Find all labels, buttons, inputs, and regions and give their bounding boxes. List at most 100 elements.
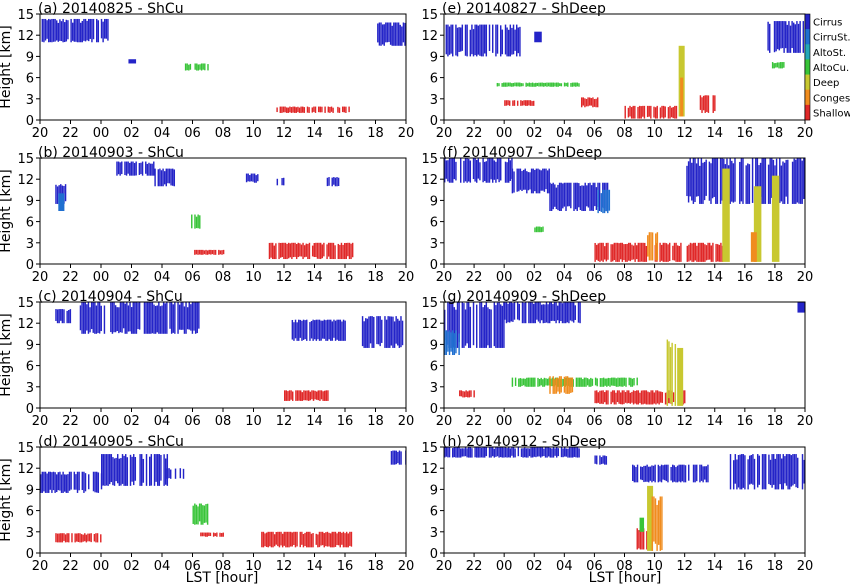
cloud-cell xyxy=(751,158,754,203)
cloud-cell xyxy=(563,82,566,87)
cloud-cell xyxy=(214,249,217,255)
cloud-cell xyxy=(129,162,131,176)
x-tick-label: 02 xyxy=(123,414,140,429)
cloud-cell xyxy=(519,168,522,190)
cloud-cell xyxy=(361,316,364,347)
cloud-cell xyxy=(123,455,125,486)
cloud-cell xyxy=(636,464,639,483)
cloud-cell xyxy=(334,245,336,260)
y-tick-label: 9 xyxy=(430,483,438,498)
cloud-cell xyxy=(500,447,502,458)
cloud-cell xyxy=(604,392,606,403)
cloud-cell xyxy=(460,27,462,52)
x-tick-label: 12 xyxy=(676,270,693,285)
cloud-cell xyxy=(602,242,604,262)
cloud-cell xyxy=(127,161,129,174)
x-tick-label: 18 xyxy=(767,414,784,429)
cloud-cell xyxy=(707,242,709,260)
cloud-cell xyxy=(702,466,704,483)
cloud-cell xyxy=(533,447,536,457)
cloud-cell xyxy=(570,377,573,387)
cloud-region-cirrust-3 xyxy=(597,189,611,214)
cloud-cell xyxy=(555,187,558,210)
cloud-cell xyxy=(168,468,170,479)
cloud-cell xyxy=(768,454,770,485)
cloud-cell xyxy=(631,391,633,403)
cloud-cell xyxy=(349,531,351,546)
cloud-cell xyxy=(490,158,492,180)
cloud-cell xyxy=(532,100,535,106)
cloud-cell xyxy=(569,302,572,321)
cloud-cell xyxy=(534,227,536,233)
cloud-cell xyxy=(316,391,318,400)
cloud-cell xyxy=(509,160,512,181)
cloud-cell xyxy=(531,302,533,324)
cloud-cell xyxy=(566,182,569,207)
cloud-cell xyxy=(342,531,345,548)
cloud-cell xyxy=(105,18,108,39)
cloud-cell xyxy=(200,503,202,525)
cloud-cell xyxy=(295,244,298,260)
cloud-region-cirrus-4 xyxy=(686,158,805,204)
cloud-cell xyxy=(305,243,307,257)
cloud-cell xyxy=(607,377,610,386)
cloud-cell xyxy=(594,455,596,464)
cloud-cell xyxy=(654,498,657,544)
cloud-cell xyxy=(490,447,492,458)
cloud-cell xyxy=(54,472,56,493)
cloud-cell xyxy=(315,319,318,341)
cloud-region-cirrus-3 xyxy=(729,454,805,490)
cloud-cell xyxy=(546,170,549,194)
cloud-cell xyxy=(632,245,635,260)
cloud-cell xyxy=(135,161,137,176)
cloud-cell xyxy=(456,27,459,57)
cloud-cell xyxy=(85,534,88,543)
cloud-cell xyxy=(162,168,164,187)
cloud-cell xyxy=(206,250,209,255)
cloud-cell xyxy=(262,531,265,548)
cloud-cell xyxy=(308,390,310,401)
cloud-cell xyxy=(608,189,611,211)
cloud-cell xyxy=(720,242,722,262)
cloud-cell xyxy=(517,27,520,54)
cloud-cell xyxy=(141,161,144,176)
cloud-cell xyxy=(97,472,100,493)
cloud-cell xyxy=(520,83,523,87)
cloud-cell xyxy=(84,302,86,334)
cloud-cell xyxy=(56,309,59,324)
cloud-cell xyxy=(290,107,293,113)
cloud-cell xyxy=(607,242,609,260)
cloud-cell xyxy=(606,378,608,387)
cloud-cell xyxy=(599,242,601,262)
cloud-cell xyxy=(758,455,761,485)
cloud-cell xyxy=(283,177,285,186)
cloud-cell xyxy=(576,82,579,87)
cloud-cell xyxy=(648,392,651,405)
cloud-cell xyxy=(102,454,105,486)
cloud-cell xyxy=(617,377,619,387)
cloud-cell xyxy=(778,62,780,69)
cloud-cell xyxy=(556,377,558,387)
cloud-cell xyxy=(80,534,83,543)
cloud-cell xyxy=(584,98,586,108)
cloud-cell xyxy=(739,454,741,490)
cloud-cell xyxy=(186,307,189,330)
cloud-cell xyxy=(202,505,204,525)
y-tick-label: 12 xyxy=(17,29,34,44)
cloud-cell xyxy=(783,162,786,204)
cloud-cell xyxy=(686,165,688,197)
cloud-cell xyxy=(775,62,777,68)
cloud-cell xyxy=(65,474,68,493)
cloud-cell xyxy=(482,307,484,348)
cloud-cell xyxy=(764,158,767,204)
cloud-cell xyxy=(300,390,302,401)
cloud-cell xyxy=(590,98,593,106)
cloud-cell xyxy=(303,390,305,401)
cloud-cell xyxy=(629,105,631,117)
cloud-cell xyxy=(134,457,137,481)
cloud-cell xyxy=(317,390,320,401)
cloud-cell xyxy=(469,29,472,57)
cloud-cell xyxy=(450,302,452,348)
cloud-cell xyxy=(167,168,169,184)
cloud-cell xyxy=(664,106,666,118)
